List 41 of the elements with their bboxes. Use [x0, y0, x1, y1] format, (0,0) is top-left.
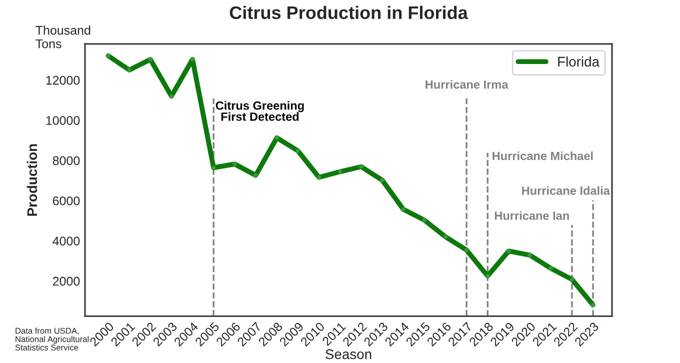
y-tick-label: 4000 [52, 236, 80, 246]
point [296, 148, 300, 153]
x-axis-title: Season [326, 349, 372, 360]
point [528, 253, 532, 258]
point [148, 57, 152, 62]
y-tick-label: 8000 [52, 156, 80, 166]
y-tick-label: 2000 [52, 276, 80, 286]
point [106, 54, 110, 58]
point [212, 166, 216, 170]
point [464, 248, 469, 252]
point [380, 178, 384, 182]
ref-line-label: Hurricane Michael [492, 151, 593, 160]
chart-title: Citrus Production in Florida [230, 6, 468, 20]
point [169, 94, 174, 98]
point [190, 57, 195, 62]
y-tick-label: 10000 [46, 116, 80, 125]
point [443, 234, 448, 239]
point [570, 277, 574, 282]
point [422, 218, 426, 222]
point [359, 164, 364, 169]
point [401, 207, 406, 212]
point [590, 302, 596, 308]
point [232, 162, 237, 166]
annotation: Thousand Tons [36, 26, 90, 48]
ref-line-label: Hurricane Idalia [522, 186, 610, 195]
y-tick-label: 12000 [46, 76, 80, 85]
ref-line-label: Hurricane Ian [494, 211, 569, 220]
point [548, 266, 553, 270]
y-tick-label: 6000 [52, 196, 80, 206]
ref-line-label: Citrus Greening First Detected [216, 101, 304, 121]
ref-line-label: Hurricane Irma [426, 80, 508, 89]
y-axis-title: Production [26, 144, 38, 216]
legend-label: Florida [558, 56, 600, 67]
point [338, 170, 342, 174]
point [254, 173, 258, 178]
point [506, 248, 511, 254]
text: Data from USDA, National Agricultural Statistics Service [15, 328, 89, 350]
point [274, 136, 279, 140]
point [316, 175, 322, 180]
point [486, 274, 490, 278]
point [127, 68, 132, 72]
